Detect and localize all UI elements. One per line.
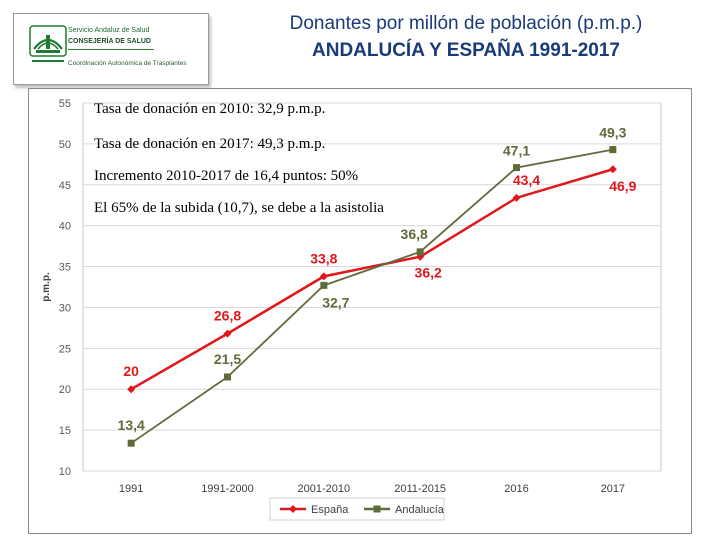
data-label-espana: 36,2 <box>415 265 442 281</box>
x-tick-label: 1991 <box>119 483 143 495</box>
y-tick-label: 40 <box>59 221 71 233</box>
data-point-andalucia <box>224 373 231 381</box>
annotation-increment: Incremento 2010-2017 de 16,4 puntos: 50% <box>94 168 359 184</box>
data-label-andalucia: 49,3 <box>599 125 626 141</box>
y-tick-label: 50 <box>59 139 71 151</box>
legend-label-andalucia: Andalucía <box>395 504 445 516</box>
line-chart: 10 15 20 25 30 35 40 45 50 55 p.m.p. 1991 1991-2000 2… <box>41 98 662 521</box>
series-line-andalucia <box>130 148 613 444</box>
data-point-andalucia <box>416 248 424 256</box>
data-label-andalucia: 21,5 <box>214 351 241 367</box>
chart-frame: 10 15 20 25 30 35 40 45 50 55 p.m.p. 1991 1991-2000 2… <box>28 88 692 534</box>
page-title: Donantes por millón de población (p.m.p.… <box>215 10 717 64</box>
y-axis-label: p.m.p. <box>41 272 52 302</box>
logo-divider <box>68 49 154 50</box>
data-label-espana: 26,8 <box>214 308 241 324</box>
logo-text-consejeria: CONSEJERÍA DE SALUD <box>68 38 151 45</box>
data-label-andalucia: 13,4 <box>118 417 145 433</box>
annotation-rate-2017: Tasa de donación en 2017: 49,3 p.m.p. <box>94 136 326 152</box>
data-label-andalucia: 32,7 <box>322 294 349 310</box>
x-tick-label: 2001-2010 <box>298 483 351 495</box>
data-label-espana: 43,4 <box>513 172 540 188</box>
legend-label-espana: España <box>311 504 349 516</box>
y-tick-label: 25 <box>59 343 71 355</box>
data-label-espana: 20 <box>123 363 139 379</box>
x-tick-label: 2016 <box>504 483 528 495</box>
data-point-espana <box>319 272 328 281</box>
series-line-espana <box>130 168 614 391</box>
data-point-espana <box>608 165 617 174</box>
y-tick-label: 55 <box>59 98 71 110</box>
data-label-andalucia: 36,8 <box>401 226 428 242</box>
data-point-espana <box>223 329 232 338</box>
x-tick-label: 2011-2015 <box>394 483 446 495</box>
y-tick-label: 20 <box>59 384 71 396</box>
junta-andalucia-emblem-icon <box>29 25 67 62</box>
title-line-1: Donantes por millón de población (p.m.p.… <box>289 13 643 34</box>
legend-box <box>269 497 445 521</box>
legend-marker-espana <box>289 505 297 513</box>
logo-box: Servicio Andaluz de Salud CONSEJERÍA DE … <box>13 13 209 85</box>
y-tick-label: 10 <box>59 466 71 478</box>
y-tick-label: 45 <box>59 180 71 192</box>
x-tick-label: 1991-2000 <box>201 483 254 495</box>
legend-marker-andalucia <box>373 505 381 513</box>
data-point-andalucia <box>127 439 135 447</box>
logo-text-sas: Servicio Andaluz de Salud <box>68 27 150 34</box>
data-point-andalucia <box>320 281 328 289</box>
annotation-rate-2010: Tasa de donación en 2010: 32,9 p.m.p. <box>94 101 326 117</box>
y-tick-label: 15 <box>59 425 71 437</box>
y-tick-label: 30 <box>59 302 71 314</box>
x-tick-label: 2017 <box>601 483 625 495</box>
y-tick-label: 35 <box>59 262 71 274</box>
title-line-2: ANDALUCÍA Y ESPAÑA 1991-2017 <box>312 40 620 61</box>
data-point-andalucia <box>513 164 520 172</box>
data-point-andalucia <box>609 146 617 154</box>
data-point-espana <box>512 193 521 202</box>
data-label-espana: 46,9 <box>609 178 636 194</box>
annotation-asistolia: El 65% de la subida (10,7), se debe a la… <box>94 200 384 216</box>
logo-text-coordinacion: Coordinación Autonómica de Trasplantes <box>68 60 187 67</box>
data-label-espana: 33,8 <box>310 250 337 266</box>
data-label-andalucia: 47,1 <box>503 143 530 159</box>
